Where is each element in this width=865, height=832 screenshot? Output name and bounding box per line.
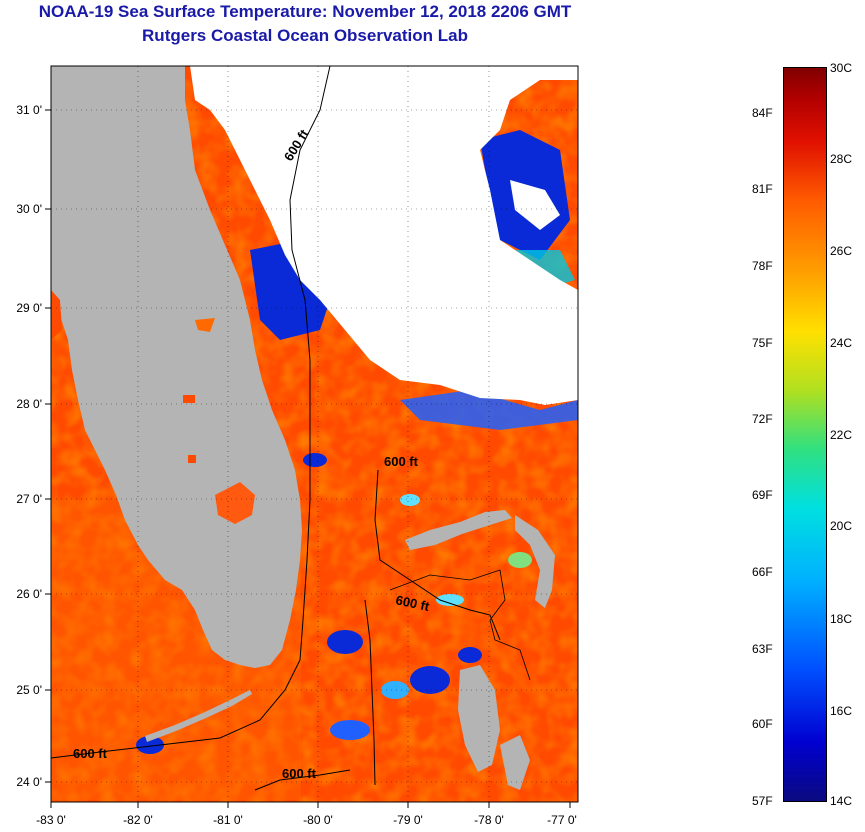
y-tick-marks — [45, 109, 51, 783]
great-abaco — [515, 515, 555, 608]
cloud-patch-ne — [510, 180, 560, 230]
y-tick-label: 28 0' — [16, 397, 42, 411]
colorbar-fahrenheit-label: 57F — [752, 794, 773, 808]
bank-edge-bahamas — [389, 569, 531, 681]
colorbar-fahrenheit-label: 81F — [752, 182, 773, 196]
cold-eddy-5 — [136, 736, 164, 754]
contour-label-keys-south: 600 ft — [282, 766, 317, 781]
colorbar-celsius-label: 20C — [830, 519, 853, 533]
y-tick-label: 25 0' — [16, 683, 42, 697]
colorbar-celsius-label: 16C — [830, 704, 853, 718]
colorbar-fahrenheit-label: 69F — [752, 488, 773, 502]
x-tick-label: -77 0' — [547, 813, 577, 827]
cyan-eddy-1 — [400, 494, 420, 506]
lake-small-3 — [195, 318, 215, 332]
colorbar-celsius-label: 26C — [830, 244, 853, 258]
y-tick-label: 29 0' — [16, 301, 42, 315]
grand-bahama — [405, 510, 512, 550]
colorbar-fahrenheit-label: 84F — [752, 106, 773, 120]
lake-small-1 — [183, 395, 195, 403]
cold-eddy-2 — [410, 666, 450, 694]
colorbar-celsius-label: 30C — [830, 61, 853, 75]
y-tick-label: 26 0' — [16, 587, 42, 601]
florida-keys — [145, 690, 252, 742]
cyan-eddy-3 — [508, 552, 532, 568]
lake-okeechobee — [215, 482, 255, 524]
x-tick-marks — [50, 802, 571, 808]
x-tick-label: -82 0' — [123, 813, 153, 827]
colorbar-fahrenheit-label: 66F — [752, 565, 773, 579]
colorbar-celsius-label: 22C — [830, 428, 853, 442]
map-frame — [50, 65, 579, 803]
x-tick-label: -78 0' — [474, 813, 504, 827]
colorbar-fahrenheit-label: 60F — [752, 717, 773, 731]
colorbar — [783, 67, 827, 802]
contour-label-keys-west: 600 ft — [73, 746, 108, 761]
x-tick-label: -80 0' — [303, 813, 333, 827]
cyan-eddy-2 — [436, 594, 464, 606]
colorbar-gradient — [783, 67, 827, 802]
cloud-mask — [190, 66, 578, 405]
colorbar-celsius-label: 28C — [830, 152, 853, 166]
contour-600ft-bahamas — [374, 469, 501, 641]
cold-edge-east — [400, 390, 578, 430]
contour-600ft-atlantic — [51, 66, 331, 759]
andros-island — [458, 665, 500, 772]
x-tick-label: -79 0' — [393, 813, 423, 827]
colorbar-fahrenheit-label: 75F — [752, 336, 773, 350]
x-tick-label: -81 0' — [213, 813, 243, 827]
cold-eddy-4 — [330, 720, 370, 740]
cold-eddy-7 — [458, 647, 482, 663]
cold-eddy-6 — [303, 453, 327, 467]
map-subtitle: Rutgers Coastal Ocean Observation Lab — [142, 26, 468, 45]
y-tick-label: 30 0' — [16, 202, 42, 216]
y-tick-label: 27 0' — [16, 492, 42, 506]
y-tick-label: 24 0' — [16, 775, 42, 789]
contour-label-south: 600 ft — [394, 592, 431, 614]
map-title: NOAA-19 Sea Surface Temperature: Novembe… — [38, 2, 572, 21]
colorbar-celsius-label: 14C — [830, 794, 853, 808]
colorbar-fahrenheit-label: 72F — [752, 412, 773, 426]
colorbar-fahrenheit-label: 78F — [752, 259, 773, 273]
gulf-coast-marsh — [51, 290, 62, 340]
contour-600ft-keys — [254, 769, 351, 791]
colorbar-fahrenheit-label: 63F — [752, 642, 773, 656]
contour-label-bahamas: 600 ft — [384, 454, 419, 469]
lake-small-2 — [188, 455, 196, 463]
y-tick-label: 31 0' — [16, 103, 42, 117]
colorbar-celsius-label: 18C — [830, 612, 853, 626]
exumas — [500, 735, 530, 790]
colorbar-celsius-label: 24C — [830, 336, 853, 350]
x-tick-label: -83 0' — [36, 813, 66, 827]
cold-eddy-1 — [327, 630, 363, 654]
cold-eddy-3 — [381, 681, 409, 699]
